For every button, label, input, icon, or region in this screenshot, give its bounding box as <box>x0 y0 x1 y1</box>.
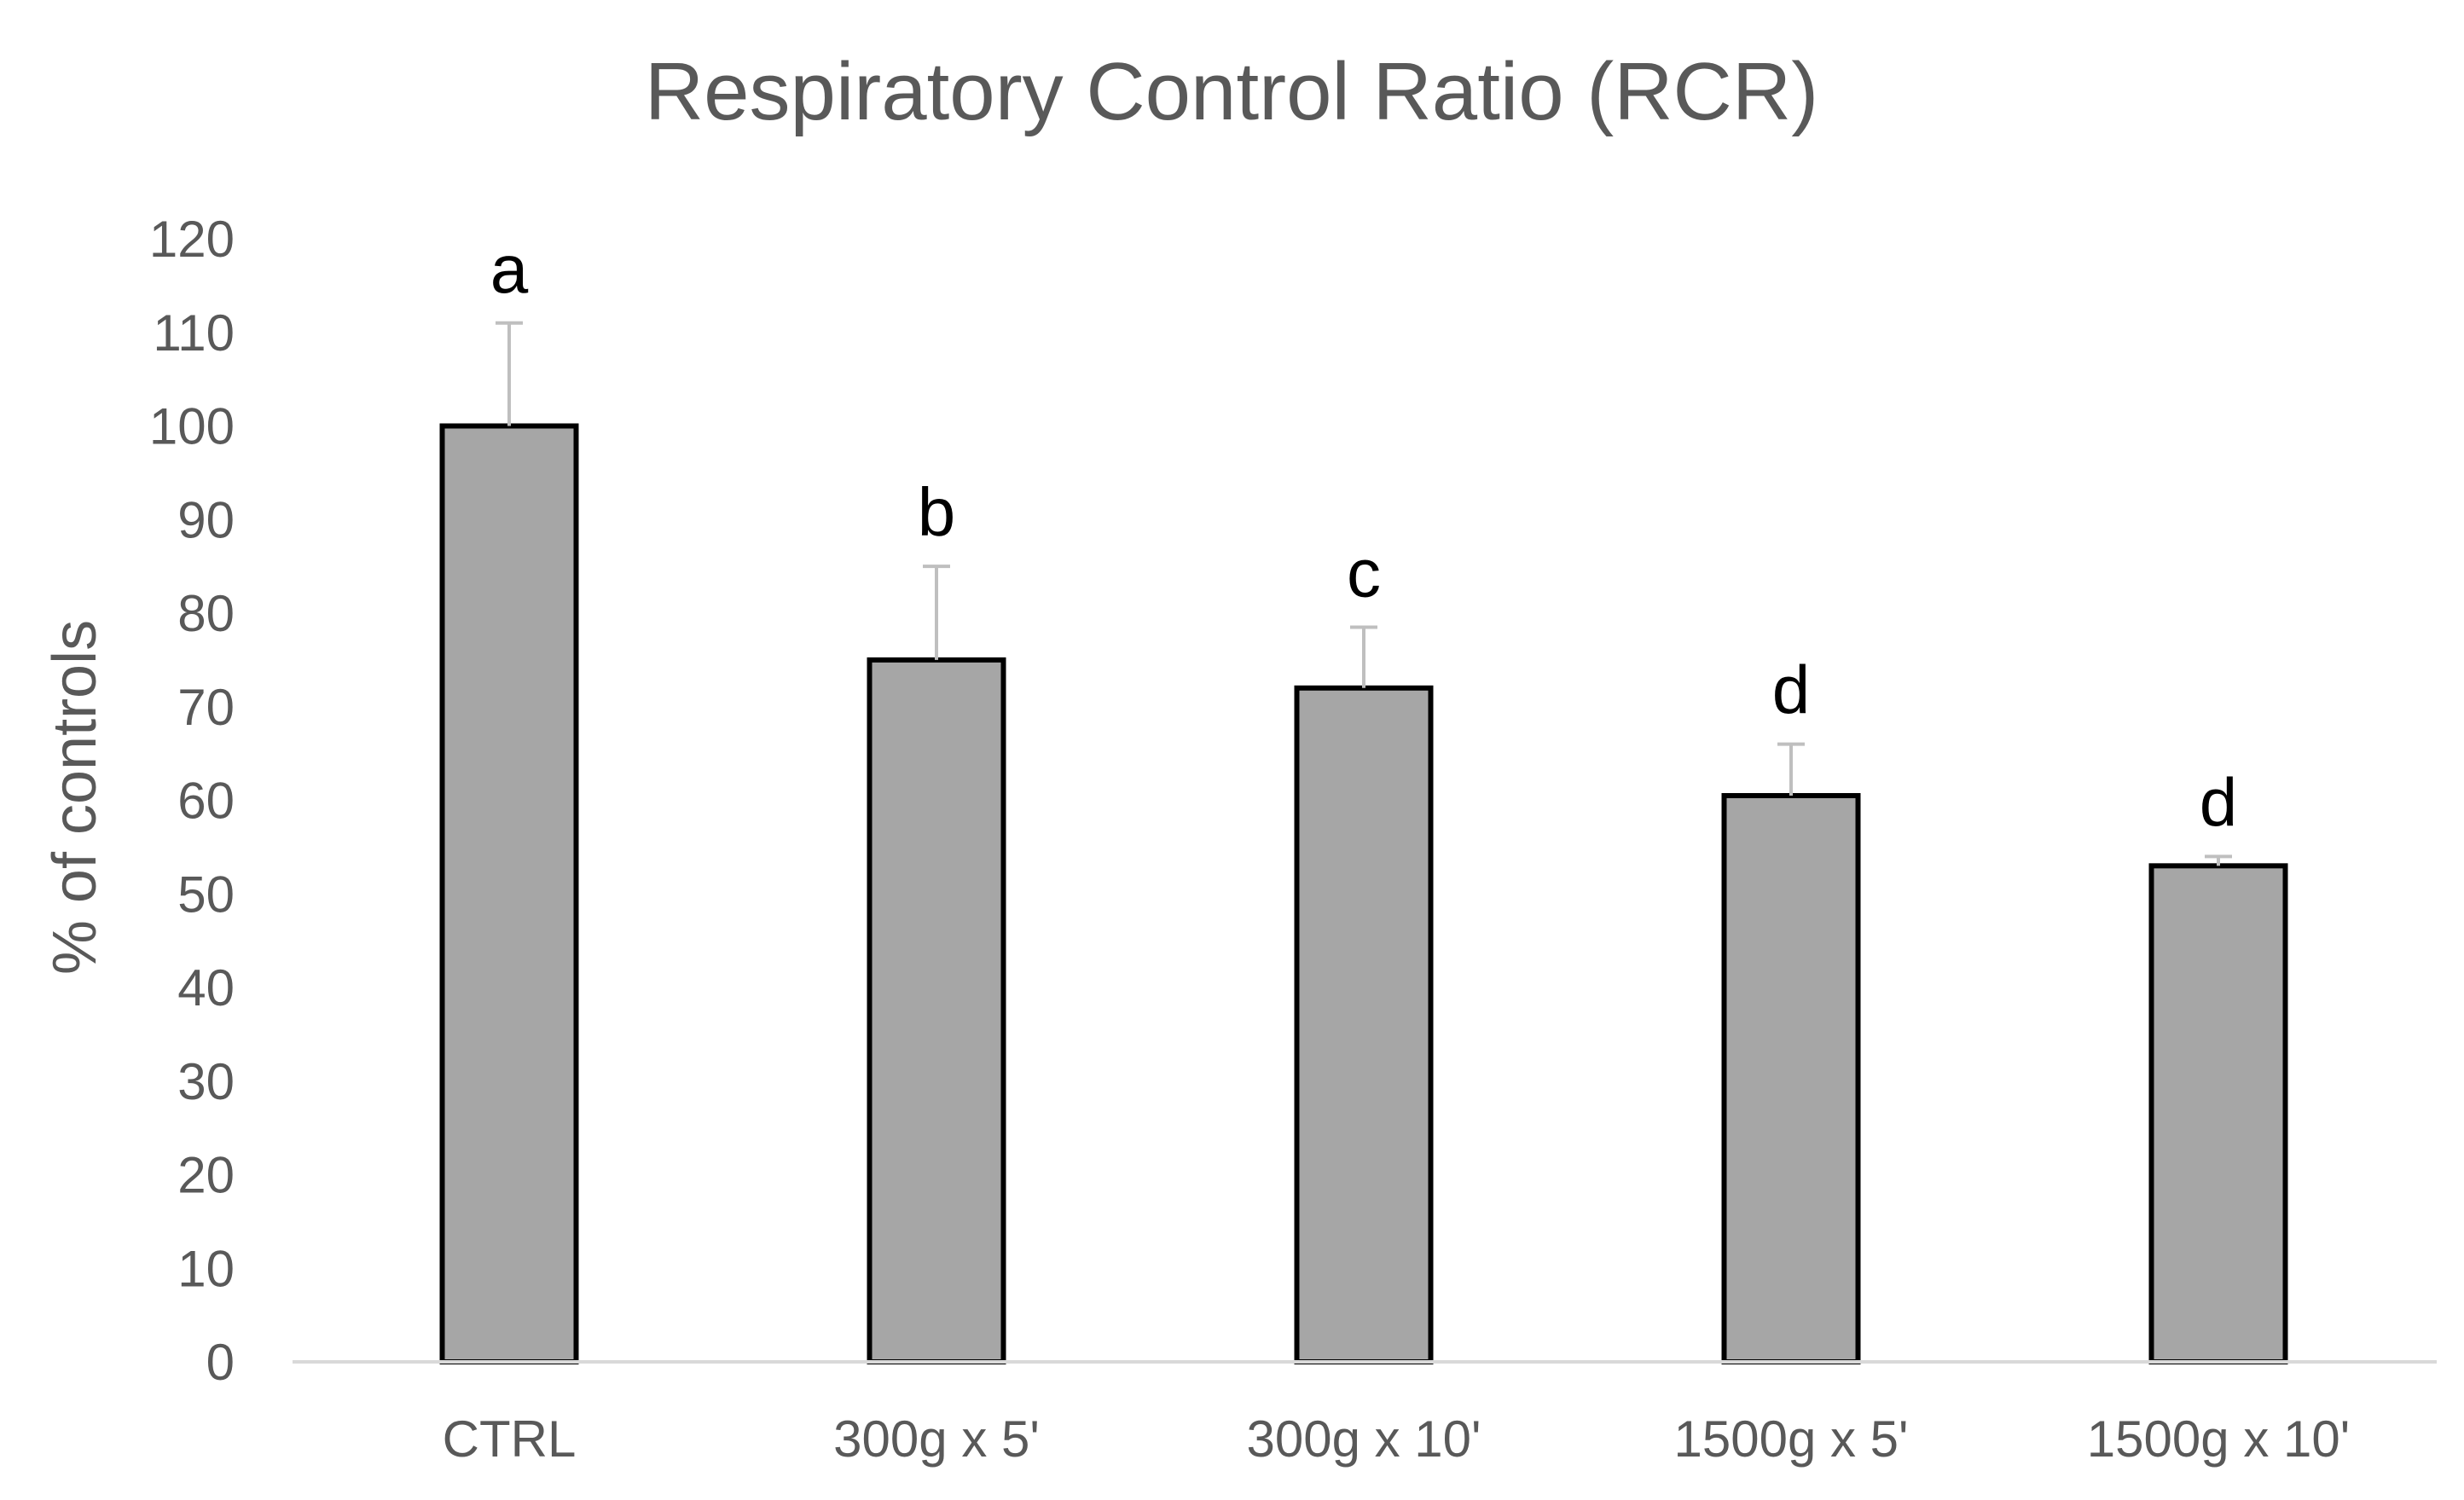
error-bars <box>496 321 2232 866</box>
x-tick-label: 1500g x 10' <box>2087 1410 2350 1468</box>
y-tick-label: 20 <box>177 1147 235 1204</box>
y-axis-ticks: 0 10 20 30 40 50 60 70 80 90 100 110 120 <box>149 211 235 1391</box>
significance-letter: a <box>490 231 529 307</box>
error-bar <box>496 321 523 426</box>
x-tick-label: CTRL <box>443 1410 577 1468</box>
x-tick-label: 300g x 5' <box>833 1410 1040 1468</box>
bar <box>1721 793 1861 1364</box>
significance-letter: d <box>1772 652 1811 728</box>
error-bar <box>1777 742 1805 796</box>
significance-letter: c <box>1347 535 1381 611</box>
x-tick-label: 1500g x 5' <box>1673 1410 1908 1468</box>
error-bar <box>1350 625 1377 688</box>
y-axis-label: % of controls <box>41 620 109 975</box>
bar <box>867 657 1006 1364</box>
x-tick-label: 300g x 10' <box>1246 1410 1481 1468</box>
y-tick-label: 70 <box>177 679 235 736</box>
y-tick-label: 30 <box>177 1053 235 1110</box>
bar <box>439 423 579 1364</box>
y-tick-label: 80 <box>177 585 235 642</box>
x-axis-ticks: CTRL 300g x 5' 300g x 10' 1500g x 5' 1500g x… <box>443 1410 2351 1468</box>
y-tick-label: 50 <box>177 866 235 923</box>
y-tick-label: 110 <box>153 304 235 362</box>
bar <box>2148 863 2288 1364</box>
y-tick-label: 40 <box>177 959 235 1016</box>
bar <box>1294 685 1434 1364</box>
y-tick-label: 0 <box>206 1334 235 1391</box>
error-bar <box>923 565 950 660</box>
significance-letters: a b c d d <box>490 231 2238 841</box>
y-tick-label: 60 <box>177 773 235 830</box>
significance-letter: b <box>918 474 956 550</box>
y-tick-label: 100 <box>149 398 235 455</box>
chart-title: Respiratory Control Ratio (RCR) <box>645 46 1818 137</box>
y-tick-label: 10 <box>177 1240 235 1297</box>
significance-letter: d <box>2200 764 2238 840</box>
y-tick-label: 120 <box>149 211 235 268</box>
error-bar <box>2205 854 2232 866</box>
y-tick-label: 90 <box>177 491 235 548</box>
